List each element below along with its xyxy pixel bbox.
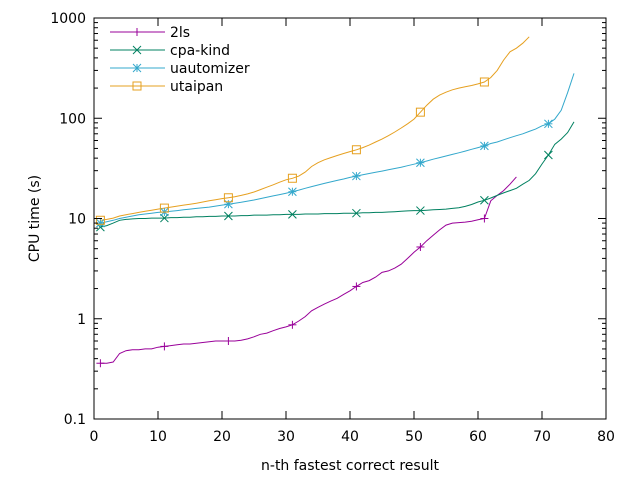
- data-point-utaipan-stroke: [287, 173, 297, 183]
- data-point-utaipan: [351, 145, 361, 155]
- legend-marker-2ls: [133, 28, 141, 36]
- data-point-uautomizer-stroke: [480, 141, 489, 151]
- data-point-utaipan-stroke: [479, 77, 489, 87]
- data-point-utaipan: [95, 215, 105, 225]
- x-tick-label: 30: [277, 429, 295, 445]
- data-point-uautomizer-stroke: [352, 171, 361, 181]
- legend-label-cpa-kind: cpa-kind: [170, 43, 230, 59]
- x-tick-label: 70: [533, 429, 551, 445]
- data-point-uautomizer: [96, 218, 105, 228]
- y-tick-label: 1: [77, 312, 86, 328]
- legend-label-uautomizer: uautomizer: [170, 61, 250, 77]
- y-tick-label: 1000: [50, 11, 86, 27]
- legend-item-2ls: 2ls: [110, 25, 190, 41]
- data-point-cpa-kind-stroke: [224, 211, 233, 221]
- data-point-utaipan-stroke: [159, 203, 169, 213]
- data-point-cpa-kind: [480, 195, 489, 205]
- x-tick-label: 40: [341, 429, 359, 445]
- data-point-2ls: [224, 336, 233, 345]
- data-point-uautomizer: [480, 141, 489, 151]
- x-tick-label: 50: [405, 429, 423, 445]
- data-point-utaipan-stroke: [415, 107, 425, 117]
- legend-marker-cpa-kind: [132, 45, 142, 55]
- series-line-2ls: [100, 176, 517, 364]
- y-axis-ticks: 0.1 1 10 100 1000: [50, 11, 606, 428]
- x-tick-label: 80: [597, 429, 615, 445]
- y-tick-label: 0.1: [64, 412, 86, 428]
- y-tick-label: 100: [59, 111, 86, 127]
- data-point-2ls: [352, 282, 361, 291]
- data-point-utaipan-stroke: [351, 145, 361, 155]
- x-tick-label: 0: [90, 429, 99, 445]
- legend-label-utaipan: utaipan: [170, 79, 223, 95]
- series-line-uautomizer: [100, 73, 575, 224]
- data-point-2ls: [416, 242, 425, 251]
- data-point-2ls: [96, 359, 105, 368]
- data-point-utaipan: [223, 193, 233, 203]
- data-point-cpa-kind: [288, 209, 297, 219]
- x-axis-title: n-th fastest correct result: [261, 458, 439, 474]
- x-tick-label: 20: [213, 429, 231, 445]
- data-point-2ls: [160, 342, 169, 351]
- legend-item-utaipan: utaipan: [110, 79, 223, 95]
- data-point-cpa-kind: [224, 211, 233, 221]
- y-tick-label: 10: [68, 212, 86, 228]
- data-point-uautomizer-stroke: [96, 218, 105, 228]
- data-point-cpa-kind-stroke: [480, 195, 489, 205]
- data-point-cpa-kind: [352, 208, 361, 218]
- data-point-2ls: [480, 214, 489, 223]
- data-point-cpa-kind: [544, 150, 553, 160]
- legend-marker-utaipan: [132, 81, 142, 91]
- x-axis-ticks: 0 10 20 30 40 50 60 70 80: [90, 18, 615, 445]
- data-point-cpa-kind-stroke: [544, 150, 553, 160]
- data-point-uautomizer: [288, 187, 297, 197]
- data-point-cpa-kind-stroke: [288, 209, 297, 219]
- legend-marker-utaipan-stroke: [132, 81, 142, 91]
- series-lines: [100, 36, 575, 364]
- data-point-utaipan-stroke: [223, 193, 233, 203]
- data-point-cpa-kind-stroke: [352, 208, 361, 218]
- series-markers: [95, 77, 553, 368]
- legend-marker-cpa-kind-stroke: [132, 45, 142, 55]
- legend-marker-uautomizer: [132, 63, 142, 73]
- series-line-utaipan: [100, 36, 530, 221]
- data-point-utaipan: [159, 203, 169, 213]
- data-point-utaipan-stroke: [95, 215, 105, 225]
- data-point-utaipan: [479, 77, 489, 87]
- data-point-uautomizer: [544, 119, 553, 129]
- legend-label-2ls: 2ls: [170, 25, 190, 41]
- data-point-utaipan: [415, 107, 425, 117]
- x-tick-label: 10: [149, 429, 167, 445]
- legend-marker-uautomizer-stroke: [132, 63, 142, 73]
- legend-item-uautomizer: uautomizer: [110, 61, 250, 77]
- data-point-uautomizer: [416, 158, 425, 168]
- data-point-cpa-kind-stroke: [416, 206, 425, 215]
- legend: 2ls cpa-kind uautomizer utaipan: [110, 25, 250, 95]
- data-point-uautomizer-stroke: [416, 158, 425, 168]
- x-tick-label: 60: [469, 429, 487, 445]
- data-point-uautomizer-stroke: [544, 119, 553, 129]
- y-axis-title: CPU time (s): [27, 175, 43, 262]
- series-line-cpa-kind: [100, 121, 575, 228]
- data-point-2ls: [288, 320, 297, 329]
- legend-item-cpa-kind: cpa-kind: [110, 43, 230, 59]
- data-point-utaipan: [287, 173, 297, 183]
- data-point-uautomizer-stroke: [288, 187, 297, 197]
- data-point-uautomizer: [352, 171, 361, 181]
- data-point-cpa-kind: [416, 206, 425, 215]
